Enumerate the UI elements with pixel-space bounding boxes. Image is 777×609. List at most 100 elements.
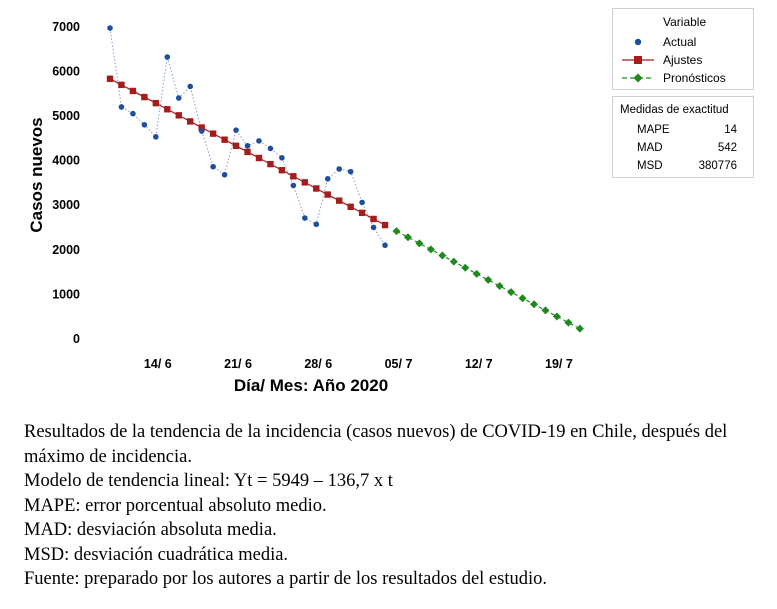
y-tick-label: 7000 [52,20,80,34]
y-tick-label: 0 [73,332,80,346]
actual-point [221,171,228,178]
ajustes-point [244,148,251,156]
actual-point [153,134,159,140]
legend-pronosticos-marker [633,73,643,83]
caption-line-2: Modelo de tendencia lineal: Yt = 5949 – … [24,471,393,491]
accuracy-title: Medidas de exactitud [620,104,729,116]
pronosticos-point [472,269,481,278]
y-axis-ticks: 0 1000 2000 3000 4000 5000 6000 7000 [52,20,80,346]
actual-point [359,199,365,206]
legend-title: Variable [663,15,706,29]
series-line-actual [109,27,386,246]
pronosticos-point [392,227,401,236]
accuracy-table: Medidas de exactitud MAPE 14 MAD 542 MSD… [620,104,738,172]
pronosticos-point [530,300,539,309]
accuracy-value-mape: 14 [724,124,737,136]
accuracy-measures: Medidas de exactitud MAPE 14 MAD 542 MSD… [612,96,754,178]
actual-point [370,224,377,231]
ajustes-point [301,179,309,186]
caption-line-1: Resultados de la tendencia de la inciden… [24,422,728,467]
caption-line-3: MAPE: error porcentual absoluto medio. [24,495,327,516]
actual-point [141,122,148,128]
pronosticos-point [449,257,458,266]
accuracy-label-msd: MSD [637,160,663,172]
ajustes-point [267,160,274,168]
actual-point [107,25,113,31]
accuracy-label-mad: MAD [637,142,663,154]
x-tick-label: 28/ 6 [304,357,332,371]
actual-point [164,54,171,60]
y-tick-label: 3000 [52,198,80,212]
ajustes-point [209,130,217,137]
ajustes-point [118,81,125,89]
pronosticos-point [518,294,527,303]
pronosticos-point [426,245,435,254]
ajustes-point [255,154,263,162]
ajustes-point [358,209,366,217]
pronosticos-point [495,281,504,290]
pronosticos-point [403,233,412,242]
ajustes-point [221,136,228,143]
y-tick-label: 4000 [52,154,80,168]
accuracy-label-mape: MAPE [637,124,670,136]
pronosticos-point [575,324,584,333]
actual-point [187,83,194,90]
actual-point [267,145,274,152]
ajustes-point [370,215,377,223]
actual-point [175,95,182,101]
x-tick-label: 12/ 7 [465,357,493,371]
ajustes-point [278,167,286,174]
legend: Variable Actual Ajustes Pronósticos [612,8,754,90]
ajustes-point [336,197,343,204]
actual-point [198,128,205,134]
actual-point [233,127,239,133]
figure-caption: Resultados de la tendencia de la inciden… [24,420,764,592]
x-tick-label: 21/ 6 [224,357,252,371]
y-tick-label: 5000 [52,109,80,123]
x-tick-label: 05/ 7 [385,357,413,371]
actual-point [118,104,125,110]
actual-point [130,110,136,117]
accuracy-value-msd: 380776 [699,160,737,172]
pronosticos-point [564,318,573,327]
actual-point [290,182,297,189]
actual-point [324,175,331,182]
y-tick-label: 6000 [52,64,80,78]
pronosticos-point [507,288,516,297]
ajustes-point [347,203,354,210]
caption-line-4: MAD: desviación absoluta media. [24,520,277,540]
ajustes-point [164,106,171,113]
y-tick-label: 2000 [52,243,80,257]
ajustes-point [324,191,331,198]
y-axis-label: Casos nuevos [27,117,46,232]
caption-line-6: Fuente: preparado por los autores a part… [24,569,547,589]
x-tick-label: 19/ 7 [545,357,573,371]
x-axis-ticks: 14/ 6 21/ 6 28/ 6 05/ 7 12/ 7 19/ 7 [144,357,573,371]
ajustes-point [232,142,240,150]
ajustes-point [313,185,320,192]
ajustes-point [381,221,389,229]
trend-chart: 0 1000 2000 3000 4000 5000 6000 7000 14/ 6 21/ 6… [27,20,584,395]
actual-point [347,168,354,175]
pronosticos-point [438,251,447,260]
pronosticos-point [484,275,493,284]
actual-point [244,142,251,149]
x-tick-label: 14/ 6 [144,357,172,371]
pronosticos-point [415,239,424,248]
ajustes-point [175,112,182,119]
ajustes-point [129,87,137,95]
accuracy-value-mad: 542 [718,142,737,154]
actual-point [302,215,308,221]
actual-point [382,242,388,249]
ajustes-point [141,93,148,101]
pronosticos-point [461,263,470,272]
caption-line-5: MSD: desviación cuadrática media. [24,544,289,565]
ajustes-point [152,99,160,107]
actual-point [336,166,343,172]
pronosticos-point [541,306,550,315]
legend-actual-marker [634,38,642,46]
actual-point [256,138,262,144]
x-axis-label: Día/ Mes: Año 2020 [234,376,388,395]
legend-pronosticos-label: Pronósticos [663,71,726,85]
actual-point [313,221,320,228]
